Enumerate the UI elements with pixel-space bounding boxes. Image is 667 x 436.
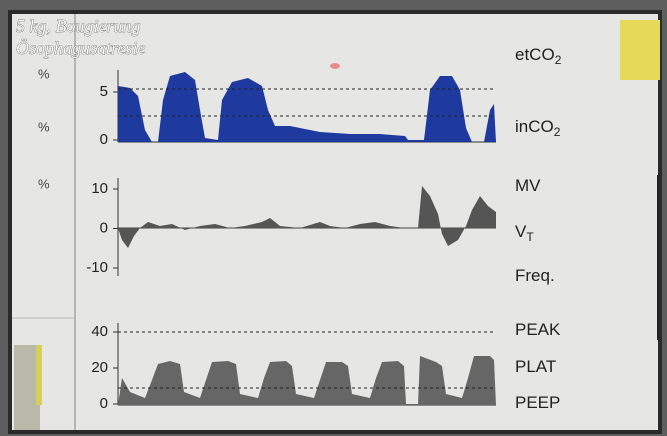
tick-label: 10: [91, 180, 108, 197]
parameter-label: etCO2: [515, 45, 562, 67]
label-sub: T: [526, 230, 534, 244]
caption-line: 5 kg, Bougierung: [16, 16, 140, 36]
label-main: PLAT: [515, 357, 556, 376]
tick-label: 0: [100, 131, 108, 148]
unit-label: %: [38, 119, 50, 134]
label-main: inCO: [515, 117, 554, 136]
tick-label: 0: [100, 395, 108, 412]
unit-label: %: [38, 176, 50, 191]
parameter-label: PEEP: [515, 393, 560, 412]
tick-label: 5: [100, 83, 108, 100]
tick-label: -10: [86, 259, 108, 276]
tick-label: 0: [100, 219, 108, 236]
tick-label: 20: [91, 359, 108, 376]
status-indicator: [620, 20, 660, 80]
label-main: PEEP: [515, 393, 560, 412]
caption-line: Ösophagusatresie: [16, 38, 145, 58]
label-sub: 2: [555, 53, 562, 67]
label-main: etCO: [515, 45, 555, 64]
tick-label: 40: [91, 323, 108, 340]
parameter-label: PEAK: [515, 320, 561, 339]
label-main: Freq.: [515, 266, 555, 285]
parameter-label: MV: [515, 176, 541, 195]
parameter-label: Freq.: [515, 266, 555, 285]
monitor-screen: 5 kg, Bougierung Ösophagusatresie %%% 5 0 e…: [0, 0, 667, 436]
side-widget-accent: [36, 345, 42, 405]
unit-label: %: [38, 66, 50, 81]
label-main: PEAK: [515, 320, 561, 339]
reflection: [330, 63, 340, 69]
label-main: MV: [515, 176, 541, 195]
parameter-label: PLAT: [515, 357, 556, 376]
label-main: V: [515, 222, 527, 241]
label-sub: 2: [554, 125, 561, 139]
